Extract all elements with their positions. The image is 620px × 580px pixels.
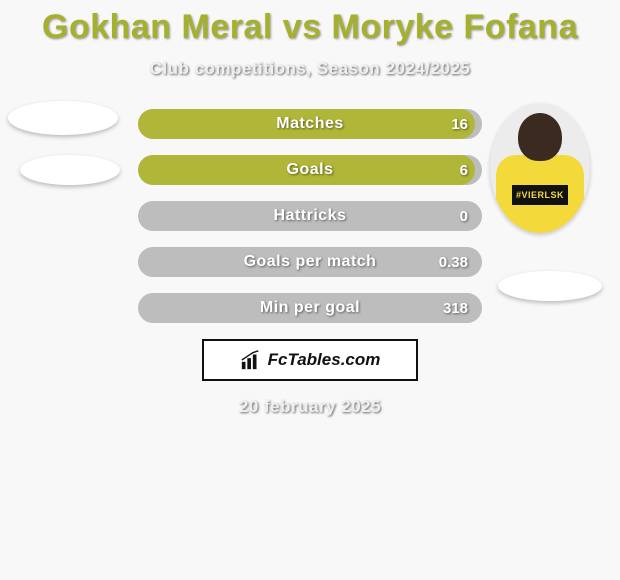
comparison-infographic: Gokhan Meral vs Moryke Fofana Club compe… [0,0,620,580]
placeholder-ellipse [498,271,602,301]
stat-label: Goals [138,155,482,185]
stat-label: Hattricks [138,201,482,231]
brand-name: FcTables.com [268,350,381,370]
stat-value: 6 [460,155,468,185]
stat-value: 16 [451,109,468,139]
brand-logo[interactable]: FcTables.com [202,339,418,381]
placeholder-ellipse [20,155,120,185]
content-area: #VIERLSK Matches 16 Goals 6 Hattricks 0 … [0,109,620,417]
stat-label: Min per goal [138,293,482,323]
subtitle: Club competitions, Season 2024/2025 [0,59,620,79]
date-stamp: 20 february 2025 [0,397,620,417]
stat-value: 0 [460,201,468,231]
stat-value: 0.38 [439,247,468,277]
chart-icon [240,349,262,371]
stat-bar: Min per goal 318 [138,293,482,323]
placeholder-ellipse [8,101,118,135]
page-title: Gokhan Meral vs Moryke Fofana [0,0,620,47]
stat-label: Goals per match [138,247,482,277]
player-head [518,113,562,161]
left-player-placeholder [8,101,120,185]
stat-bar: Hattricks 0 [138,201,482,231]
stat-bar: Goals 6 [138,155,482,185]
stat-bar: Goals per match 0.38 [138,247,482,277]
stat-bar: Matches 16 [138,109,482,139]
right-player-portrait: #VIERLSK [490,103,590,233]
stat-bars: Matches 16 Goals 6 Hattricks 0 Goals per… [138,109,482,323]
jersey-tag: #VIERLSK [512,185,568,205]
stat-value: 318 [443,293,468,323]
stat-label: Matches [138,109,482,139]
